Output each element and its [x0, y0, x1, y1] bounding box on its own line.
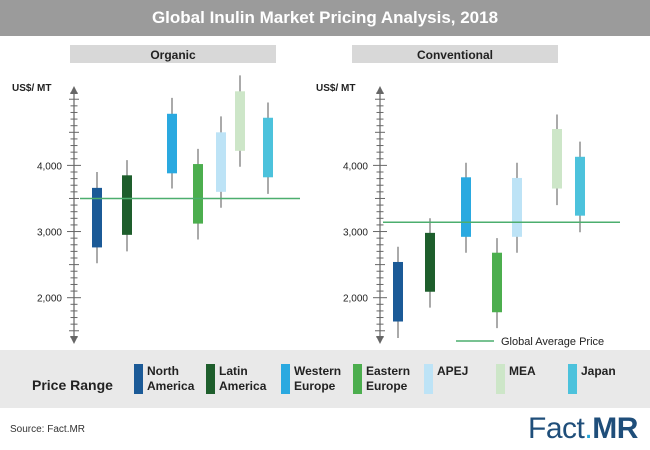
- legend-title: Price Range: [32, 377, 113, 393]
- legend-swatch: [353, 364, 362, 394]
- conventional-y-tick-label: 3,000: [343, 228, 368, 239]
- organic-western-europe-box: [167, 113, 177, 174]
- source-note: Source: Fact.MR: [10, 424, 86, 435]
- organic-y-tick-label: 2,000: [37, 294, 62, 305]
- legend-swatch: [496, 364, 505, 394]
- conventional-western-europe-box: [461, 177, 471, 237]
- conventional-y-axis-arrow-up: [376, 86, 384, 94]
- legend-swatch: [134, 364, 143, 394]
- legend-label: APEJ: [437, 364, 469, 378]
- organic-y-axis-arrow-down: [70, 336, 78, 344]
- organic-apej-box: [216, 132, 226, 192]
- organic-y-axis-arrow-up: [70, 86, 78, 94]
- conventional-panel-title: Conventional: [417, 48, 493, 62]
- conventional-latin-america-box: [425, 232, 435, 292]
- organic-mea-box: [235, 91, 245, 151]
- organic-japan-box: [263, 117, 273, 178]
- legend-item: Western Europe: [281, 364, 354, 394]
- average-price-legend-label: Global Average Price: [501, 336, 604, 348]
- legend-item: Latin America: [206, 364, 279, 394]
- conventional-y-axis-arrow-down: [376, 336, 384, 344]
- organic-panel-title: Organic: [150, 48, 196, 62]
- conventional-apej-box: [512, 177, 522, 237]
- organic-latin-america-box: [122, 175, 132, 235]
- logo-text: Fact.MR: [528, 412, 638, 445]
- conventional-y-tick-label: 2,000: [343, 294, 368, 305]
- conventional-y-axis-label: US$/ MT: [316, 83, 355, 94]
- legend-label: Japan: [581, 364, 616, 378]
- conventional-mea-box: [552, 129, 562, 189]
- legend-label: Western Europe: [294, 364, 342, 393]
- candlestick-charts: Organic US$/ MT 2,000 3,000 4,000 Conventiona…: [12, 45, 620, 348]
- organic-eastern-europe-box: [193, 164, 203, 224]
- organic-y-tick-label: 3,000: [37, 228, 62, 239]
- legend-label: North America: [147, 364, 195, 393]
- organic-north-america-box: [92, 187, 102, 248]
- legend-item: APEJ: [424, 364, 497, 394]
- legend-label: Latin America: [219, 364, 267, 393]
- organic-panel-header: [70, 45, 276, 63]
- legend-item: Japan: [568, 364, 641, 394]
- legend-label: Eastern Europe: [366, 364, 411, 393]
- conventional-japan-box: [575, 156, 585, 216]
- conventional-y-tick-label: 4,000: [343, 161, 368, 172]
- legend-item: Eastern Europe: [353, 364, 426, 394]
- chart-title: Global Inulin Market Pricing Analysis, 2…: [0, 0, 650, 36]
- conventional-eastern-europe-box: [492, 252, 502, 313]
- legend-label: MEA: [509, 364, 536, 378]
- conventional-panel-header: [352, 45, 558, 63]
- organic-y-tick-label: 4,000: [37, 161, 62, 172]
- legend-swatch: [206, 364, 215, 394]
- legend-swatch: [281, 364, 290, 394]
- legend-item: North America: [134, 364, 207, 394]
- legend-swatch: [568, 364, 577, 394]
- legend: Price Range North America Latin America West…: [0, 350, 650, 408]
- legend-swatch: [424, 364, 433, 394]
- organic-y-axis-label: US$/ MT: [12, 83, 51, 94]
- legend-item: MEA: [496, 364, 569, 394]
- conventional-north-america-box: [393, 261, 403, 322]
- factmr-logo: [512, 408, 650, 450]
